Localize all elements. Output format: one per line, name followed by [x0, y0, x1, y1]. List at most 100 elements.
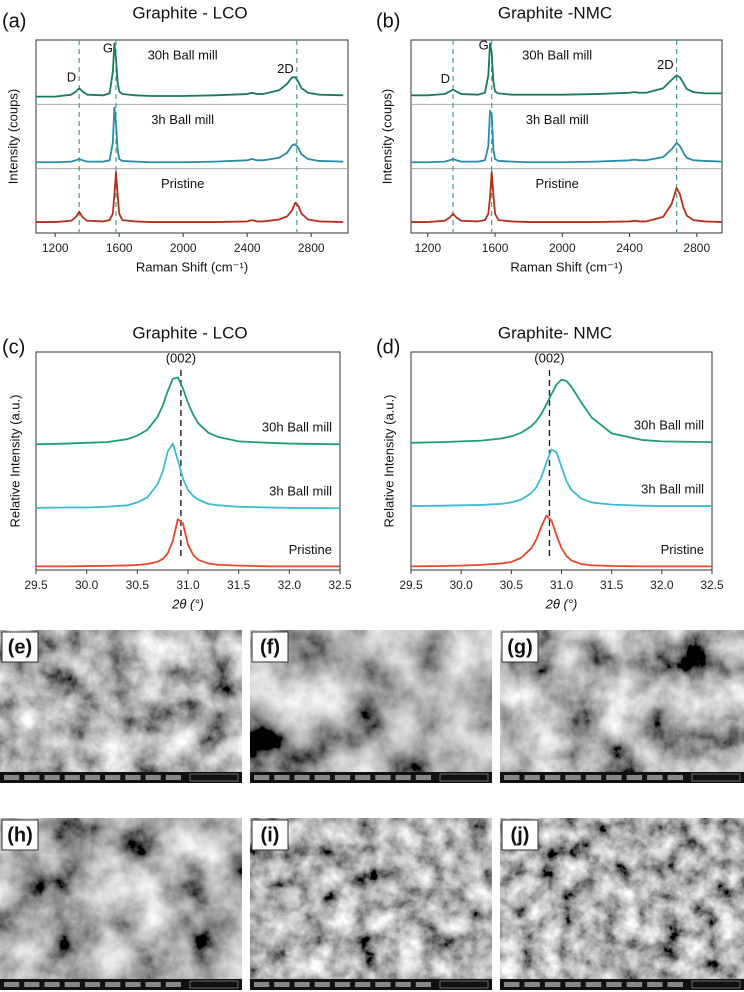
sem-info-field [274, 775, 290, 780]
series-line [411, 42, 722, 97]
x-axis-label: 2θ (°) [171, 596, 204, 611]
sem-info-field [606, 775, 622, 780]
y-axis-label: Relative Intensity (a.u.) [7, 395, 22, 528]
x-tick-label: 29.5 [24, 578, 48, 592]
sem-info-field [64, 775, 80, 780]
scale-bar-box [439, 773, 489, 782]
sem-info-field [334, 982, 351, 987]
series-label: 3h Ball mill [641, 481, 704, 496]
sem-info-field [334, 775, 351, 780]
scale-bar-box [691, 773, 741, 782]
sem-texture [250, 818, 492, 990]
x-tick-label: 2800 [683, 241, 710, 255]
x-tick-label: 30.5 [126, 578, 150, 592]
series-label: 3h Ball mill [526, 112, 589, 127]
series-label: 3h Ball mill [151, 112, 214, 127]
x-tick-label: 32.0 [650, 578, 674, 592]
sem-info-field [375, 982, 391, 987]
peak-label: D [441, 71, 450, 86]
x-tick-label: 31.0 [550, 578, 574, 592]
sem-texture [500, 818, 744, 990]
sem-info-field [524, 982, 540, 987]
series-label: 3h Ball mill [269, 484, 332, 499]
sem-texture [250, 630, 492, 783]
plot-frame [35, 39, 349, 234]
series-line [411, 170, 723, 223]
sem-info-field [274, 982, 290, 987]
peak-label: 2D [657, 57, 674, 72]
series-line [410, 448, 712, 507]
scale-bar-box [189, 773, 239, 782]
chart-title: Graphite - LCO [132, 3, 247, 22]
x-tick-label: 30.0 [449, 578, 473, 592]
sem-info-field [565, 982, 581, 987]
sem-info-field [4, 982, 20, 987]
sem-info-field [524, 775, 540, 780]
x-tick-label: 32.5 [700, 578, 724, 592]
chart-title: Graphite - LCO [132, 323, 247, 342]
sem-info-field [355, 775, 371, 780]
x-tick-label: 1200 [414, 241, 441, 255]
x-tick-label: 31.0 [176, 578, 200, 592]
image-label-box [251, 819, 289, 851]
scale-bar-box [189, 980, 239, 989]
sem-image: (j) [500, 818, 744, 990]
sem-image: (i) [250, 818, 492, 990]
peak-label: D [67, 70, 76, 85]
sem-info-field [44, 775, 60, 780]
sem-info-field [544, 982, 561, 987]
x-axis-label: 2θ (°) [545, 596, 578, 611]
panel-label: (c) [2, 336, 25, 358]
sem-info-bar [0, 772, 242, 783]
chart-title: Graphite- NMC [498, 323, 612, 342]
x-tick-label: 30.5 [500, 578, 524, 592]
sem-info-field [667, 775, 683, 780]
panel-label: (d) [376, 336, 400, 358]
sem-info-field [105, 775, 121, 780]
plot-frame [410, 351, 713, 571]
panel-label: (b) [376, 10, 400, 32]
sem-info-field [84, 982, 101, 987]
panel-label: (a) [2, 10, 26, 32]
sem-info-field [165, 982, 181, 987]
image-label: (i) [261, 824, 280, 846]
sem-info-field [44, 982, 60, 987]
series-line [36, 42, 344, 98]
peak-label: (002) [534, 350, 564, 365]
sem-info-field [585, 982, 602, 987]
series-label: 30h Ball mill [522, 47, 592, 62]
y-axis-label: Intensity (coups) [5, 89, 20, 184]
image-label: (h) [7, 824, 33, 846]
y-axis-label: Intensity (coups) [379, 89, 394, 184]
sem-info-field [355, 982, 371, 987]
scale-bar-box [439, 980, 489, 989]
x-tick-label: 2400 [616, 241, 643, 255]
x-tick-label: 32.0 [278, 578, 302, 592]
image-label: (e) [8, 636, 32, 658]
sem-info-field [125, 775, 141, 780]
sem-info-field [105, 982, 121, 987]
series-label: 30h Ball mill [262, 420, 332, 435]
series-line [36, 518, 340, 568]
sem-info-field [254, 982, 270, 987]
image-label: (f) [260, 636, 280, 658]
sem-info-field [626, 775, 643, 780]
sem-info-field [647, 775, 663, 780]
sem-info-field [395, 775, 411, 780]
sem-info-field [504, 775, 520, 780]
sem-texture [500, 630, 744, 783]
image-label: (j) [511, 824, 530, 846]
sem-info-field [294, 982, 310, 987]
sem-texture [0, 630, 242, 783]
sem-info-field [24, 775, 40, 780]
sem-info-field [565, 775, 581, 780]
sem-info-bar [0, 979, 242, 990]
x-tick-label: 1200 [42, 241, 69, 255]
x-tick-label: 1600 [106, 241, 133, 255]
x-tick-label: 2000 [549, 241, 576, 255]
series-line [35, 376, 341, 446]
sem-info-field [375, 775, 391, 780]
series-line [411, 109, 723, 164]
sem-info-field [145, 982, 161, 987]
x-axis-label: Raman Shift (cm⁻¹) [510, 259, 622, 274]
